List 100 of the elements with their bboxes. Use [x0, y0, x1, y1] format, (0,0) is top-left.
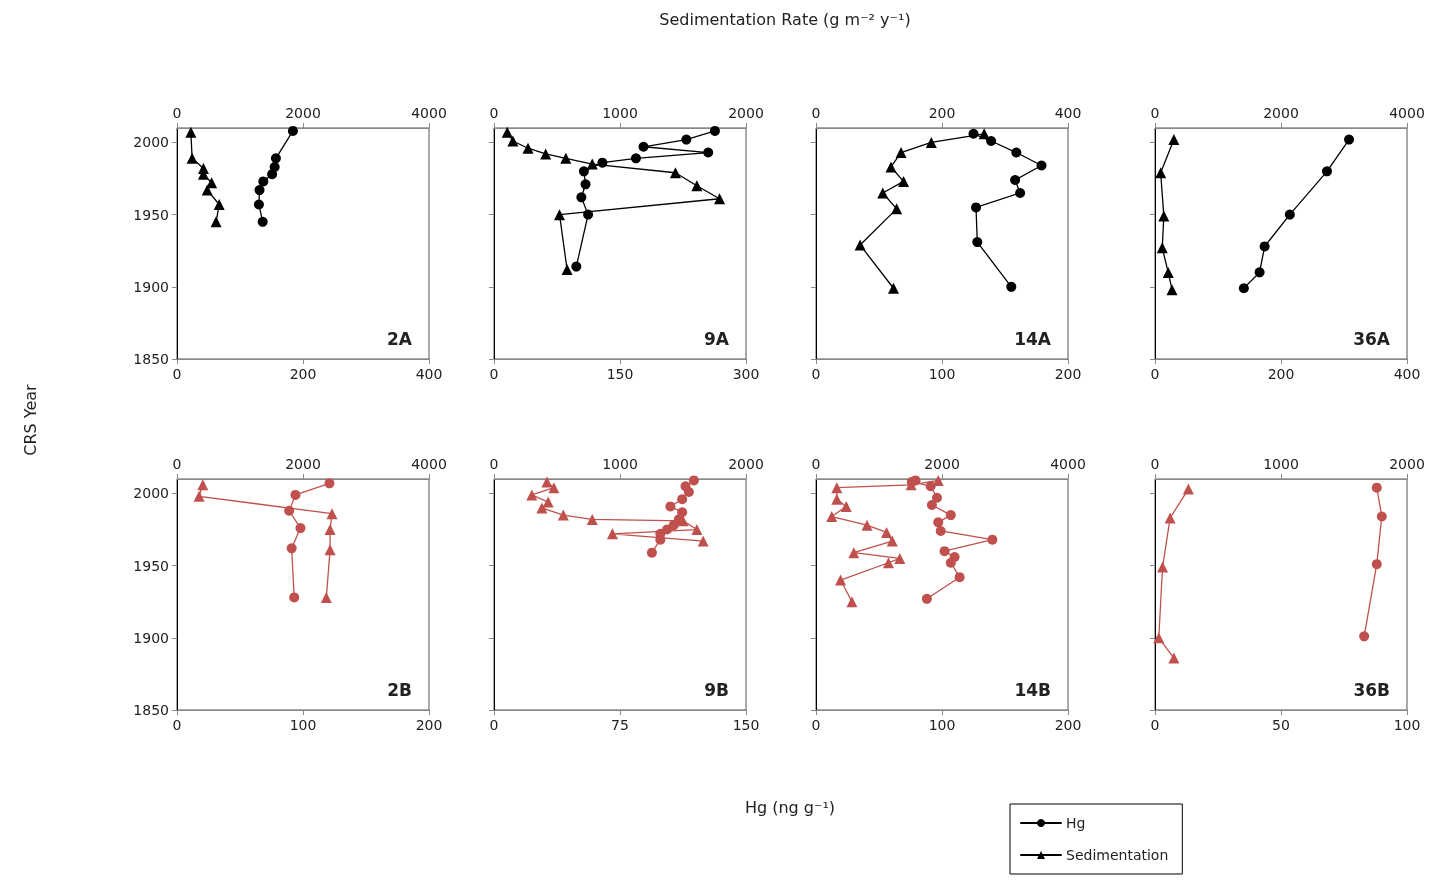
x2-tick-label: 2000 [1389, 456, 1425, 472]
point [287, 125, 298, 136]
point [1011, 147, 1022, 158]
x-tick-label: 0 [172, 717, 182, 733]
point [284, 505, 295, 516]
x-tick-label: 400 [415, 366, 443, 382]
point [286, 543, 297, 554]
x-tick-label: 200 [289, 366, 317, 382]
text: 14B [1014, 679, 1052, 700]
x2-tick-label: 4000 [1050, 456, 1086, 472]
point [257, 216, 268, 227]
x-tick-label: 400 [1393, 366, 1421, 382]
point [578, 166, 589, 177]
point [971, 202, 982, 213]
point [1371, 482, 1382, 493]
point [267, 169, 278, 180]
point [1344, 134, 1355, 145]
text: 9A [704, 328, 730, 349]
x-tick-label: 100 [1393, 717, 1421, 733]
y-tick-label: 2000 [133, 134, 169, 151]
x2-tick-label: 0 [1150, 456, 1160, 472]
point [576, 192, 587, 203]
x2-tick-label: 1000 [602, 105, 638, 121]
point [1006, 281, 1017, 292]
x2-tick-label: 2000 [285, 105, 321, 121]
point [677, 494, 688, 505]
point [1259, 241, 1270, 252]
point [289, 592, 300, 603]
point [945, 510, 956, 521]
x2-tick-label: 4000 [1389, 105, 1425, 121]
point [681, 134, 692, 145]
point [1010, 174, 1021, 185]
text: 36A [1353, 328, 1391, 349]
point [925, 481, 936, 492]
x-tick-label: 0 [489, 366, 499, 382]
text: 9B [704, 679, 730, 700]
point [945, 557, 956, 568]
x2-tick-label: 400 [1054, 105, 1082, 121]
point [258, 176, 269, 187]
x-tick-label: 100 [928, 717, 956, 733]
point [1322, 166, 1332, 177]
x2-tick-label: 2000 [285, 456, 321, 472]
x2-tick-label: 0 [1150, 105, 1160, 121]
x-tick-label: 0 [172, 366, 182, 382]
x-tick-label: 200 [1054, 366, 1082, 382]
point [986, 136, 997, 146]
text: 36B [1353, 679, 1391, 700]
point [253, 199, 264, 210]
point [324, 478, 335, 489]
point [688, 475, 699, 486]
point [571, 261, 582, 272]
point [270, 153, 281, 164]
point [703, 147, 714, 158]
y-tick-label: 2000 [133, 485, 169, 502]
x2-tick-label: 0 [811, 456, 821, 472]
x2-tick-label: 2000 [728, 105, 764, 121]
point [987, 534, 998, 545]
legend-label: Hg [1066, 815, 1086, 831]
x2-tick-label: 0 [489, 105, 499, 121]
x-tick-label: 200 [1054, 717, 1082, 733]
x-tick-label: 200 [415, 717, 443, 733]
x-tick-label: 100 [928, 366, 956, 382]
x-tick-label: 0 [489, 717, 499, 733]
x2-tick-label: 2000 [1263, 105, 1299, 121]
x2-tick-label: 0 [172, 456, 182, 472]
y-tick-label: 1950 [133, 206, 169, 223]
point [954, 572, 965, 583]
legend-label: Sedimentation [1066, 847, 1169, 863]
point [583, 209, 594, 220]
point [630, 153, 641, 164]
text: 2B [387, 679, 413, 700]
point [709, 125, 720, 136]
y-axis-title: CRS Year [20, 384, 40, 456]
x2-axis-title: Sedimentation Rate (g m⁻² y⁻¹) [659, 10, 911, 29]
point [931, 492, 942, 503]
point [935, 525, 946, 536]
point [1254, 267, 1265, 278]
point [295, 523, 306, 534]
point [1376, 511, 1387, 522]
x-tick-label: 75 [611, 717, 629, 733]
y-tick-label: 1950 [133, 557, 169, 574]
point [1036, 160, 1047, 171]
x-axis-title: Hg (ng g⁻¹) [744, 798, 836, 817]
x2-tick-label: 0 [172, 105, 182, 121]
y-tick-label: 1900 [133, 278, 169, 295]
point [968, 128, 979, 139]
y-tick-label: 1900 [133, 629, 169, 646]
y-tick-label: 1850 [133, 702, 169, 718]
text: 2A [387, 328, 413, 349]
point [638, 141, 649, 152]
x-tick-label: 150 [732, 717, 760, 733]
point [646, 547, 657, 558]
point [1284, 209, 1295, 220]
x2-tick-label: 2000 [728, 456, 764, 472]
point [933, 517, 944, 528]
x2-tick-label: 200 [928, 105, 956, 121]
point [926, 499, 937, 510]
x2-tick-label: 2000 [924, 456, 960, 472]
point [683, 487, 694, 497]
point [921, 593, 932, 604]
